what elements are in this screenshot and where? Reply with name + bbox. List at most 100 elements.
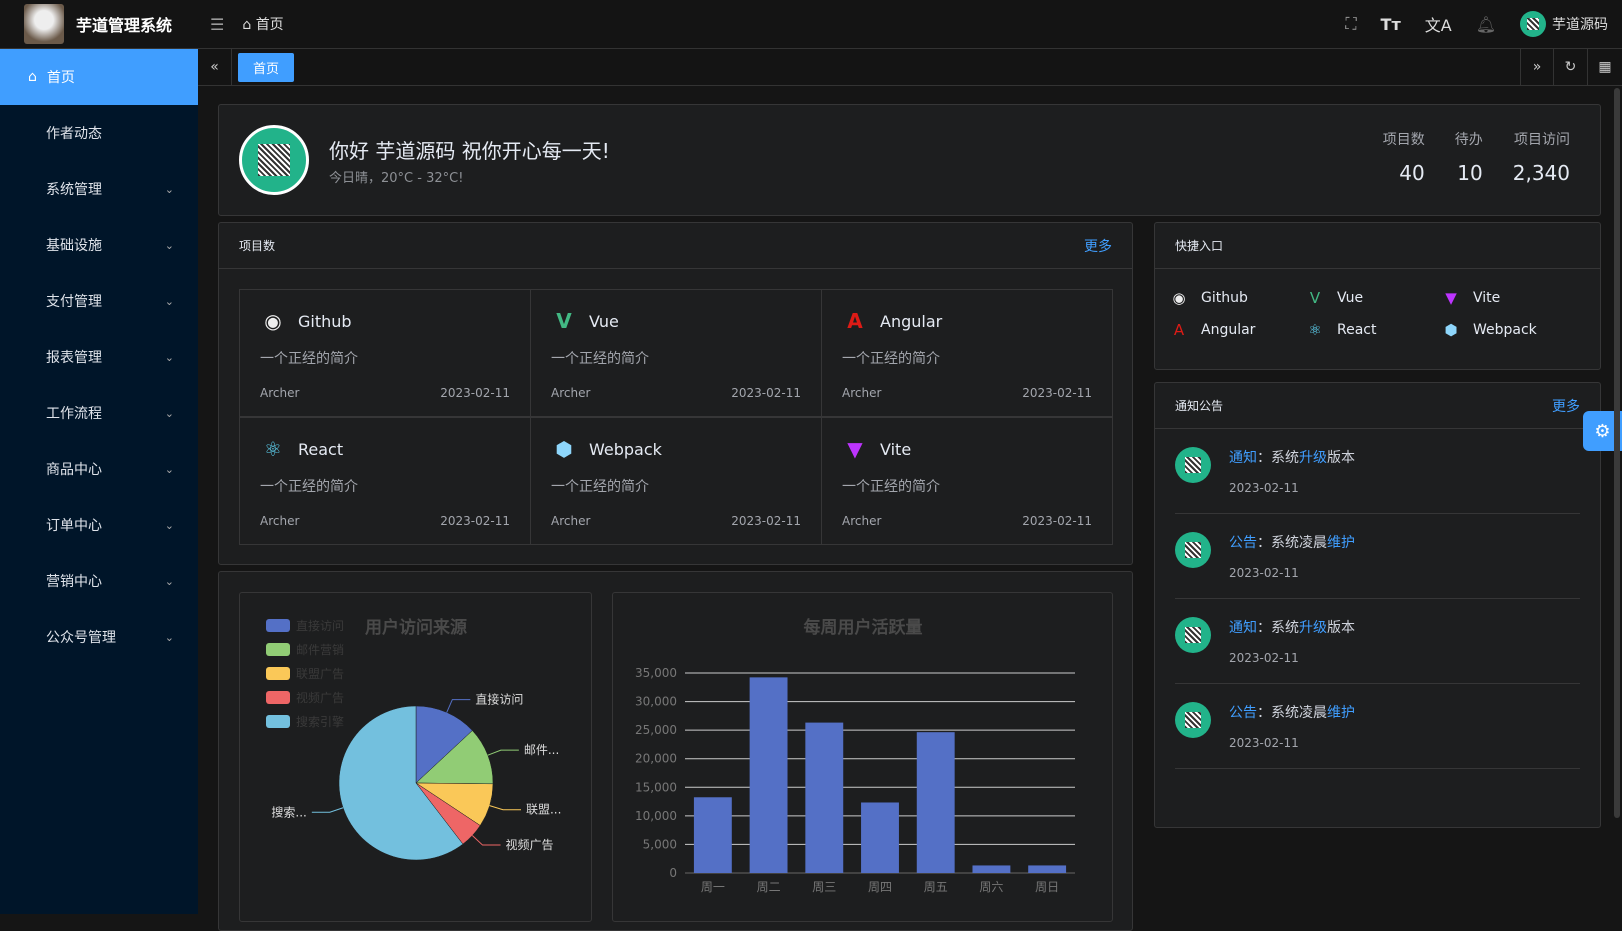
fullscreen-icon[interactable]: ⛶ xyxy=(1345,14,1357,33)
pie-slice[interactable] xyxy=(415,705,473,784)
bell-icon[interactable]: 🔔︎ xyxy=(1475,14,1496,34)
tabs-bar: « 首页 » ↻ ▦ xyxy=(198,48,1622,86)
sidebar-item[interactable]: 营销中心 ⌄ xyxy=(0,553,198,609)
project-item[interactable]: ◉ Github 一个正经的简介 Archer 2023-02-11 xyxy=(239,289,531,417)
bar-title: 每周用户活跃量 xyxy=(804,617,923,638)
chevron-down-icon: ⌄ xyxy=(164,182,174,196)
vite-icon: ▼ xyxy=(847,437,863,461)
y-tick-label: 10,000 xyxy=(635,809,677,823)
notices-more-link[interactable]: 更多 xyxy=(1552,398,1580,415)
project-item[interactable]: ⬢ Webpack 一个正经的简介 Archer 2023-02-11 xyxy=(530,417,822,545)
notice-type: 通知 xyxy=(1229,620,1257,636)
bar[interactable] xyxy=(693,797,732,873)
shortcut-webpack[interactable]: ⬢ Webpack xyxy=(1443,321,1579,339)
x-tick-label: 周二 xyxy=(757,880,781,894)
user-menu[interactable]: 芋道源码 xyxy=(1520,11,1608,37)
project-item[interactable]: V Vue 一个正经的简介 Archer 2023-02-11 xyxy=(530,289,822,417)
font-size-icon[interactable]: Tт xyxy=(1380,14,1401,34)
sidebar-item[interactable]: 支付管理 ⌄ xyxy=(0,273,198,329)
refresh-icon[interactable]: ↻ xyxy=(1554,48,1588,86)
notice-item[interactable]: 公告：系统凌晨维护 2023-02-11 xyxy=(1175,514,1580,599)
breadcrumb[interactable]: ⌂ 首页 xyxy=(242,17,284,33)
shortcut-vite[interactable]: ▼ Vite xyxy=(1443,289,1579,307)
project-date: 2023-02-11 xyxy=(731,514,801,528)
notice-avatar xyxy=(1175,532,1211,568)
legend-label[interactable]: 联盟广告 xyxy=(296,667,344,681)
project-item[interactable]: A Angular 一个正经的简介 Archer 2023-02-11 xyxy=(821,289,1113,417)
y-tick-label: 20,000 xyxy=(635,752,677,766)
bar[interactable] xyxy=(749,677,788,873)
logo[interactable]: 芋道管理系统 xyxy=(0,4,198,44)
project-author: Archer xyxy=(260,514,300,528)
webpack-icon: ⬢ xyxy=(555,437,573,461)
notice-type: 公告 xyxy=(1229,705,1257,721)
grid-menu-icon[interactable]: ▦ xyxy=(1598,59,1612,75)
chevron-down-icon: ⌄ xyxy=(164,238,174,252)
x-tick-label: 周六 xyxy=(979,880,1003,894)
legend-label[interactable]: 邮件营销 xyxy=(296,643,344,657)
legend-label[interactable]: 直接访问 xyxy=(296,618,344,633)
sidebar-item-label: 营销中心 xyxy=(46,574,102,590)
project-desc: 一个正经的简介 xyxy=(260,479,358,495)
scrollbar[interactable] xyxy=(1614,88,1620,818)
bar[interactable] xyxy=(861,802,899,873)
legend-label[interactable]: 搜索引擎 xyxy=(296,714,344,729)
avatar xyxy=(1520,11,1546,37)
tab-home[interactable]: 首页 xyxy=(238,52,295,82)
chevron-down-icon: ⌄ xyxy=(164,350,174,364)
bar[interactable] xyxy=(1028,865,1067,873)
sidebar: ⌂ 首页 作者动态 系统管理 ⌄ 基础设施 ⌄ 支付管理 ⌄ 报表管理 ⌄ 工作流程 ⌄ 商品中心 ⌄ 订单中… xyxy=(0,49,198,914)
notice-item[interactable]: 通知：系统升级版本 2023-02-11 xyxy=(1175,599,1580,684)
project-date: 2023-02-11 xyxy=(440,514,510,528)
notice-date: 2023-02-11 xyxy=(1229,736,1299,750)
pie-label-line xyxy=(446,699,471,713)
notice-item[interactable]: 公告：系统凌晨维护 2023-02-11 xyxy=(1175,684,1580,769)
project-item[interactable]: ▼ Vite 一个正经的简介 Archer 2023-02-11 xyxy=(821,417,1113,545)
sidebar-item-label: 商品中心 xyxy=(46,462,102,478)
pie-slice[interactable] xyxy=(415,730,494,785)
bar[interactable] xyxy=(805,722,844,873)
shortcut-vue[interactable]: V Vue xyxy=(1307,289,1443,307)
legend-label[interactable]: 视频广告 xyxy=(296,690,344,705)
projects-more-link[interactable]: 更多 xyxy=(1084,238,1112,255)
sidebar-item[interactable]: 作者动态 xyxy=(0,105,198,161)
menu-fold-icon[interactable]: ☰ xyxy=(210,14,225,34)
legend-swatch[interactable] xyxy=(266,619,290,632)
shortcut-github[interactable]: ◉ Github xyxy=(1171,289,1307,307)
bar[interactable] xyxy=(916,732,955,873)
sidebar-item[interactable]: 报表管理 ⌄ xyxy=(0,329,198,385)
stat: 项目访问 2,340 xyxy=(1513,129,1570,185)
notice-item[interactable]: 通知：系统升级版本 2023-02-11 xyxy=(1175,429,1580,514)
pie-label: 联盟... xyxy=(526,803,561,817)
project-name: Github xyxy=(298,311,352,331)
chevron-down-icon: ⌄ xyxy=(164,574,174,588)
sidebar-item[interactable]: ⌂ 首页 xyxy=(0,49,198,105)
tabs-scroll-left-icon[interactable]: « xyxy=(198,48,232,86)
project-item[interactable]: ⚛ React 一个正经的简介 Archer 2023-02-11 xyxy=(239,417,531,545)
sidebar-item[interactable]: 公众号管理 ⌄ xyxy=(0,609,198,665)
legend-swatch[interactable] xyxy=(266,667,290,680)
sidebar-item[interactable]: 商品中心 ⌄ xyxy=(0,441,198,497)
sidebar-item[interactable]: 系统管理 ⌄ xyxy=(0,161,198,217)
translate-icon[interactable]: 文A xyxy=(1424,16,1452,35)
sidebar-item-label: 报表管理 xyxy=(46,350,102,366)
legend-swatch[interactable] xyxy=(266,715,290,728)
chevron-down-icon: ⌄ xyxy=(164,518,174,532)
shortcut-angular[interactable]: A Angular xyxy=(1171,321,1307,339)
legend-swatch[interactable] xyxy=(266,643,290,656)
notice-avatar xyxy=(1175,447,1211,483)
greeting: 你好 芋道源码 祝你开心每一天! xyxy=(329,139,610,163)
sidebar-item[interactable]: 基础设施 ⌄ xyxy=(0,217,198,273)
weather: 今日晴，20°C - 32°C! xyxy=(329,171,464,186)
notice-date: 2023-02-11 xyxy=(1229,651,1299,665)
sidebar-item[interactable]: 工作流程 ⌄ xyxy=(0,385,198,441)
sidebar-item[interactable]: 订单中心 ⌄ xyxy=(0,497,198,553)
projects-title: 项目数 xyxy=(239,239,276,253)
project-author: Archer xyxy=(842,514,882,528)
shortcut-react[interactable]: ⚛ React xyxy=(1307,321,1443,339)
notice-highlight: 维护 xyxy=(1327,535,1355,551)
legend-swatch[interactable] xyxy=(266,691,290,704)
tabs-scroll-right-icon[interactable]: » xyxy=(1520,48,1554,86)
project-date: 2023-02-11 xyxy=(1022,514,1092,528)
bar[interactable] xyxy=(972,865,1011,873)
